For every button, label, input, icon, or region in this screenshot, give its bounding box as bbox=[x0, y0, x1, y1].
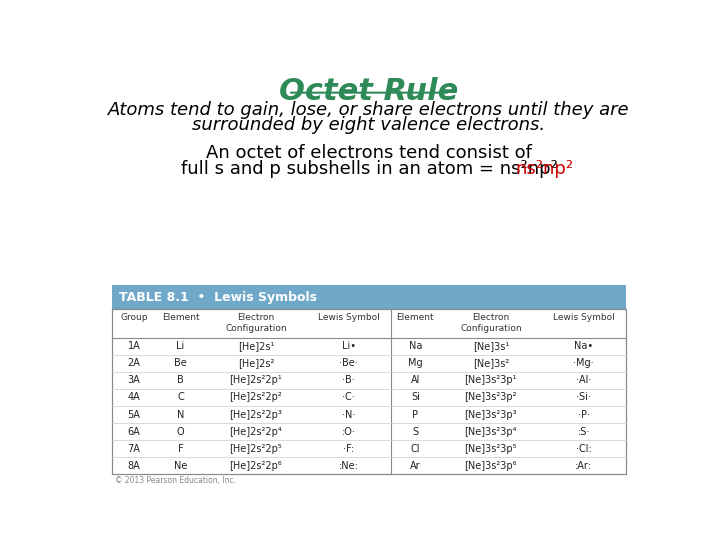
Text: Li: Li bbox=[176, 341, 184, 351]
Text: Electron
Configuration: Electron Configuration bbox=[460, 313, 521, 333]
Text: Si: Si bbox=[411, 393, 420, 402]
Text: Na•: Na• bbox=[574, 341, 593, 351]
Text: O: O bbox=[176, 427, 184, 437]
Text: F: F bbox=[178, 444, 184, 454]
Text: :Ne:: :Ne: bbox=[339, 461, 359, 471]
Text: [Ne]3s²3p⁵: [Ne]3s²3p⁵ bbox=[464, 444, 517, 454]
Text: Group: Group bbox=[120, 313, 148, 322]
Text: surrounded by eight valence electrons.: surrounded by eight valence electrons. bbox=[192, 116, 546, 134]
Text: Ne: Ne bbox=[174, 461, 187, 471]
Text: 7A: 7A bbox=[127, 444, 140, 454]
Text: ·Mg·: ·Mg· bbox=[573, 358, 594, 368]
Text: An octet of electrons tend consist of: An octet of electrons tend consist of bbox=[206, 144, 532, 162]
Text: Element: Element bbox=[397, 313, 434, 322]
Text: ·F:: ·F: bbox=[343, 444, 354, 454]
Bar bbox=[112, 309, 626, 474]
Text: 4A: 4A bbox=[127, 393, 140, 402]
Text: 8A: 8A bbox=[127, 461, 140, 471]
Text: 2A: 2A bbox=[127, 358, 140, 368]
Text: ·Be·: ·Be· bbox=[339, 358, 358, 368]
Text: N: N bbox=[177, 409, 184, 420]
Text: [Ne]3s²3p²: [Ne]3s²3p² bbox=[464, 393, 517, 402]
Text: ·Al·: ·Al· bbox=[576, 375, 591, 386]
Text: Lewis Symbol: Lewis Symbol bbox=[318, 313, 379, 322]
Text: 1A: 1A bbox=[127, 341, 140, 351]
Text: [He]2s²2p⁴: [He]2s²2p⁴ bbox=[230, 427, 282, 437]
Text: ·C·: ·C· bbox=[342, 393, 355, 402]
Text: ·Si·: ·Si· bbox=[576, 393, 591, 402]
Text: TABLE 8.1  •  Lewis Symbols: TABLE 8.1 • Lewis Symbols bbox=[119, 291, 317, 303]
Text: [Ne]3s²3p³: [Ne]3s²3p³ bbox=[464, 409, 517, 420]
Text: B: B bbox=[177, 375, 184, 386]
Text: 5A: 5A bbox=[127, 409, 140, 420]
Text: ·B·: ·B· bbox=[342, 375, 355, 386]
Text: [He]2s²2p³: [He]2s²2p³ bbox=[230, 409, 282, 420]
Text: C: C bbox=[177, 393, 184, 402]
Text: ·Cl:: ·Cl: bbox=[576, 444, 592, 454]
Text: Lewis Symbol: Lewis Symbol bbox=[553, 313, 614, 322]
Text: Cl: Cl bbox=[410, 444, 420, 454]
Text: Be: Be bbox=[174, 358, 187, 368]
Text: :Ar:: :Ar: bbox=[575, 461, 592, 471]
Text: [Ne]3s²3p⁶: [Ne]3s²3p⁶ bbox=[464, 461, 517, 471]
Text: P: P bbox=[413, 409, 418, 420]
Text: :O·: :O· bbox=[342, 427, 356, 437]
Text: Atoms tend to gain, lose, or share electrons until they are: Atoms tend to gain, lose, or share elect… bbox=[108, 102, 630, 119]
Text: 6A: 6A bbox=[127, 427, 140, 437]
Text: Li•: Li• bbox=[341, 341, 356, 351]
Text: [Ne]3s²: [Ne]3s² bbox=[473, 358, 509, 368]
Text: [Ne]3s²3p⁴: [Ne]3s²3p⁴ bbox=[464, 427, 517, 437]
Text: [He]2s²2p²: [He]2s²2p² bbox=[230, 393, 282, 402]
Text: Octet Rule: Octet Rule bbox=[279, 77, 459, 106]
Text: :S·: :S· bbox=[577, 427, 590, 437]
Text: S: S bbox=[413, 427, 418, 437]
Text: [He]2s²2p¹: [He]2s²2p¹ bbox=[230, 375, 282, 386]
Text: Mg: Mg bbox=[408, 358, 423, 368]
Text: 3A: 3A bbox=[127, 375, 140, 386]
Text: [He]2s²2p⁶: [He]2s²2p⁶ bbox=[230, 461, 282, 471]
Text: Na: Na bbox=[409, 341, 422, 351]
Text: Element: Element bbox=[162, 313, 199, 322]
Text: ns²np²: ns²np² bbox=[516, 160, 573, 178]
Text: © 2013 Pearson Education, Inc.: © 2013 Pearson Education, Inc. bbox=[115, 476, 236, 485]
Text: [He]2s²2p⁵: [He]2s²2p⁵ bbox=[230, 444, 282, 454]
Text: [Ne]3s¹: [Ne]3s¹ bbox=[473, 341, 509, 351]
Text: ·N·: ·N· bbox=[342, 409, 356, 420]
Text: ·P·: ·P· bbox=[577, 409, 590, 420]
Text: Al: Al bbox=[410, 375, 420, 386]
Text: [He]2s¹: [He]2s¹ bbox=[238, 341, 274, 351]
Text: full s and p subshells in an atom = ns²np²: full s and p subshells in an atom = ns²n… bbox=[181, 160, 557, 178]
Text: [Ne]3s²3p¹: [Ne]3s²3p¹ bbox=[464, 375, 517, 386]
Text: Electron
Configuration: Electron Configuration bbox=[225, 313, 287, 333]
Bar bbox=[112, 285, 626, 309]
Text: [He]2s²: [He]2s² bbox=[238, 358, 274, 368]
Text: Ar: Ar bbox=[410, 461, 420, 471]
